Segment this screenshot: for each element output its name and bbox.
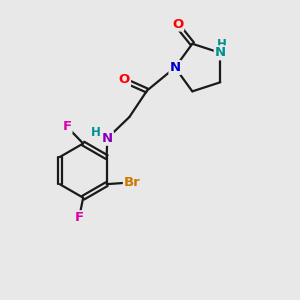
Text: H: H [91,126,101,140]
Text: F: F [75,211,84,224]
Text: O: O [119,73,130,86]
Text: N: N [215,46,226,59]
Text: O: O [172,17,183,31]
Text: Br: Br [124,176,141,189]
Text: N: N [169,61,181,74]
Text: N: N [102,132,113,145]
Text: F: F [62,120,71,133]
Text: H: H [217,38,227,51]
